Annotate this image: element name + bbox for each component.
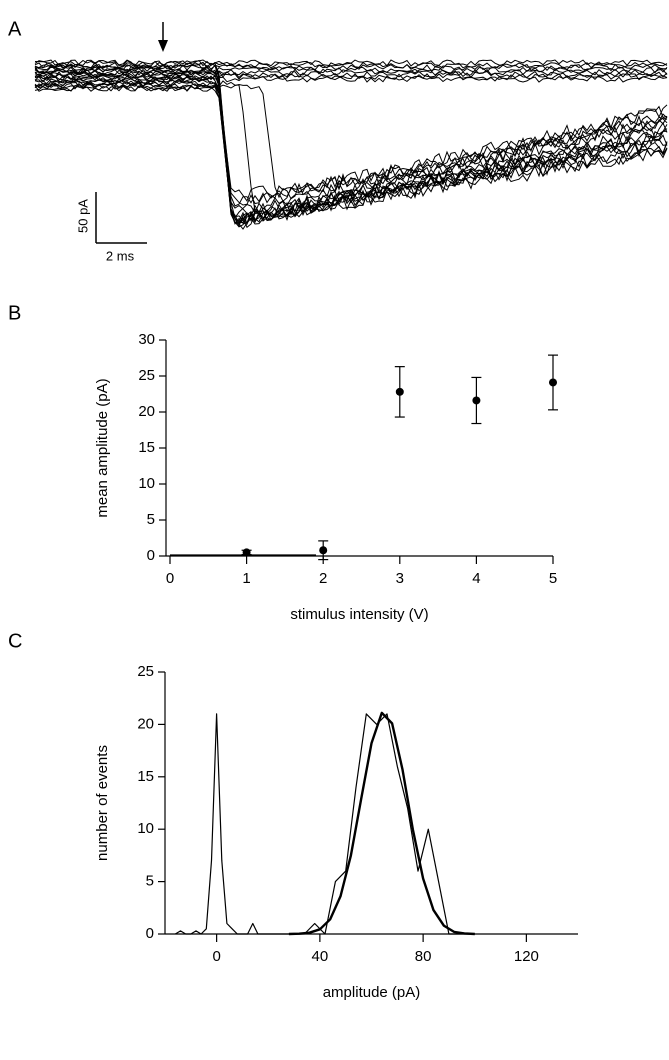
y-tick-label: 25 <box>137 663 154 680</box>
x-tick-label: 3 <box>396 570 404 587</box>
x-tick-label: 1 <box>242 570 250 587</box>
y-tick-label: 10 <box>137 820 154 837</box>
x-tick-label: 0 <box>212 948 220 965</box>
trace <box>34 84 668 225</box>
y-tick-label: 0 <box>146 925 154 942</box>
y-tick-label: 15 <box>137 768 154 785</box>
scale-bar-amplitude: 50 pA <box>75 199 90 233</box>
trace <box>34 63 667 72</box>
trace <box>34 84 668 226</box>
y-tick-label: 10 <box>138 475 155 492</box>
point <box>242 548 251 557</box>
trace <box>34 82 668 200</box>
x-tick-label: 2 <box>319 570 327 587</box>
panel-label: C <box>8 630 22 652</box>
trace <box>34 75 668 230</box>
series-line <box>288 711 475 936</box>
point <box>395 387 404 396</box>
y-tick-label: 25 <box>138 367 155 384</box>
y-tick-label: 20 <box>137 715 154 732</box>
point <box>319 546 328 555</box>
y-tick-label: 30 <box>138 331 155 348</box>
x-axis-label: amplitude (pA) <box>323 984 421 1001</box>
trace <box>34 73 668 219</box>
x-tick-label: 80 <box>415 948 432 965</box>
y-tick-label: 0 <box>147 547 155 564</box>
trace <box>34 66 668 74</box>
x-tick-label: 120 <box>514 948 539 965</box>
trace <box>34 75 668 83</box>
y-tick-label: 20 <box>138 403 155 420</box>
traces <box>34 59 668 230</box>
x-axis-label: stimulus intensity (V) <box>290 606 428 623</box>
point <box>472 396 481 405</box>
y-tick-label: 15 <box>138 439 155 456</box>
series-line <box>174 713 475 935</box>
panel-label: B <box>8 302 21 324</box>
point <box>549 378 557 387</box>
stimulus-arrow <box>158 22 168 52</box>
trace <box>34 70 668 206</box>
trace <box>34 78 668 207</box>
panel-label: A <box>8 18 22 40</box>
scale-bar-time: 2 ms <box>106 248 135 263</box>
trace <box>34 79 668 228</box>
y-axis-label: number of events <box>94 745 111 861</box>
x-tick-label: 4 <box>472 570 480 587</box>
trace <box>34 82 668 202</box>
trace <box>34 66 668 218</box>
y-tick-label: 5 <box>147 511 155 528</box>
x-tick-label: 5 <box>549 570 557 587</box>
scale-bar <box>95 192 147 244</box>
x-tick-label: 40 <box>312 948 329 965</box>
y-axis-label: mean amplitude (pA) <box>94 378 111 517</box>
x-tick-label: 0 <box>166 570 174 587</box>
y-tick-label: 5 <box>146 873 154 890</box>
